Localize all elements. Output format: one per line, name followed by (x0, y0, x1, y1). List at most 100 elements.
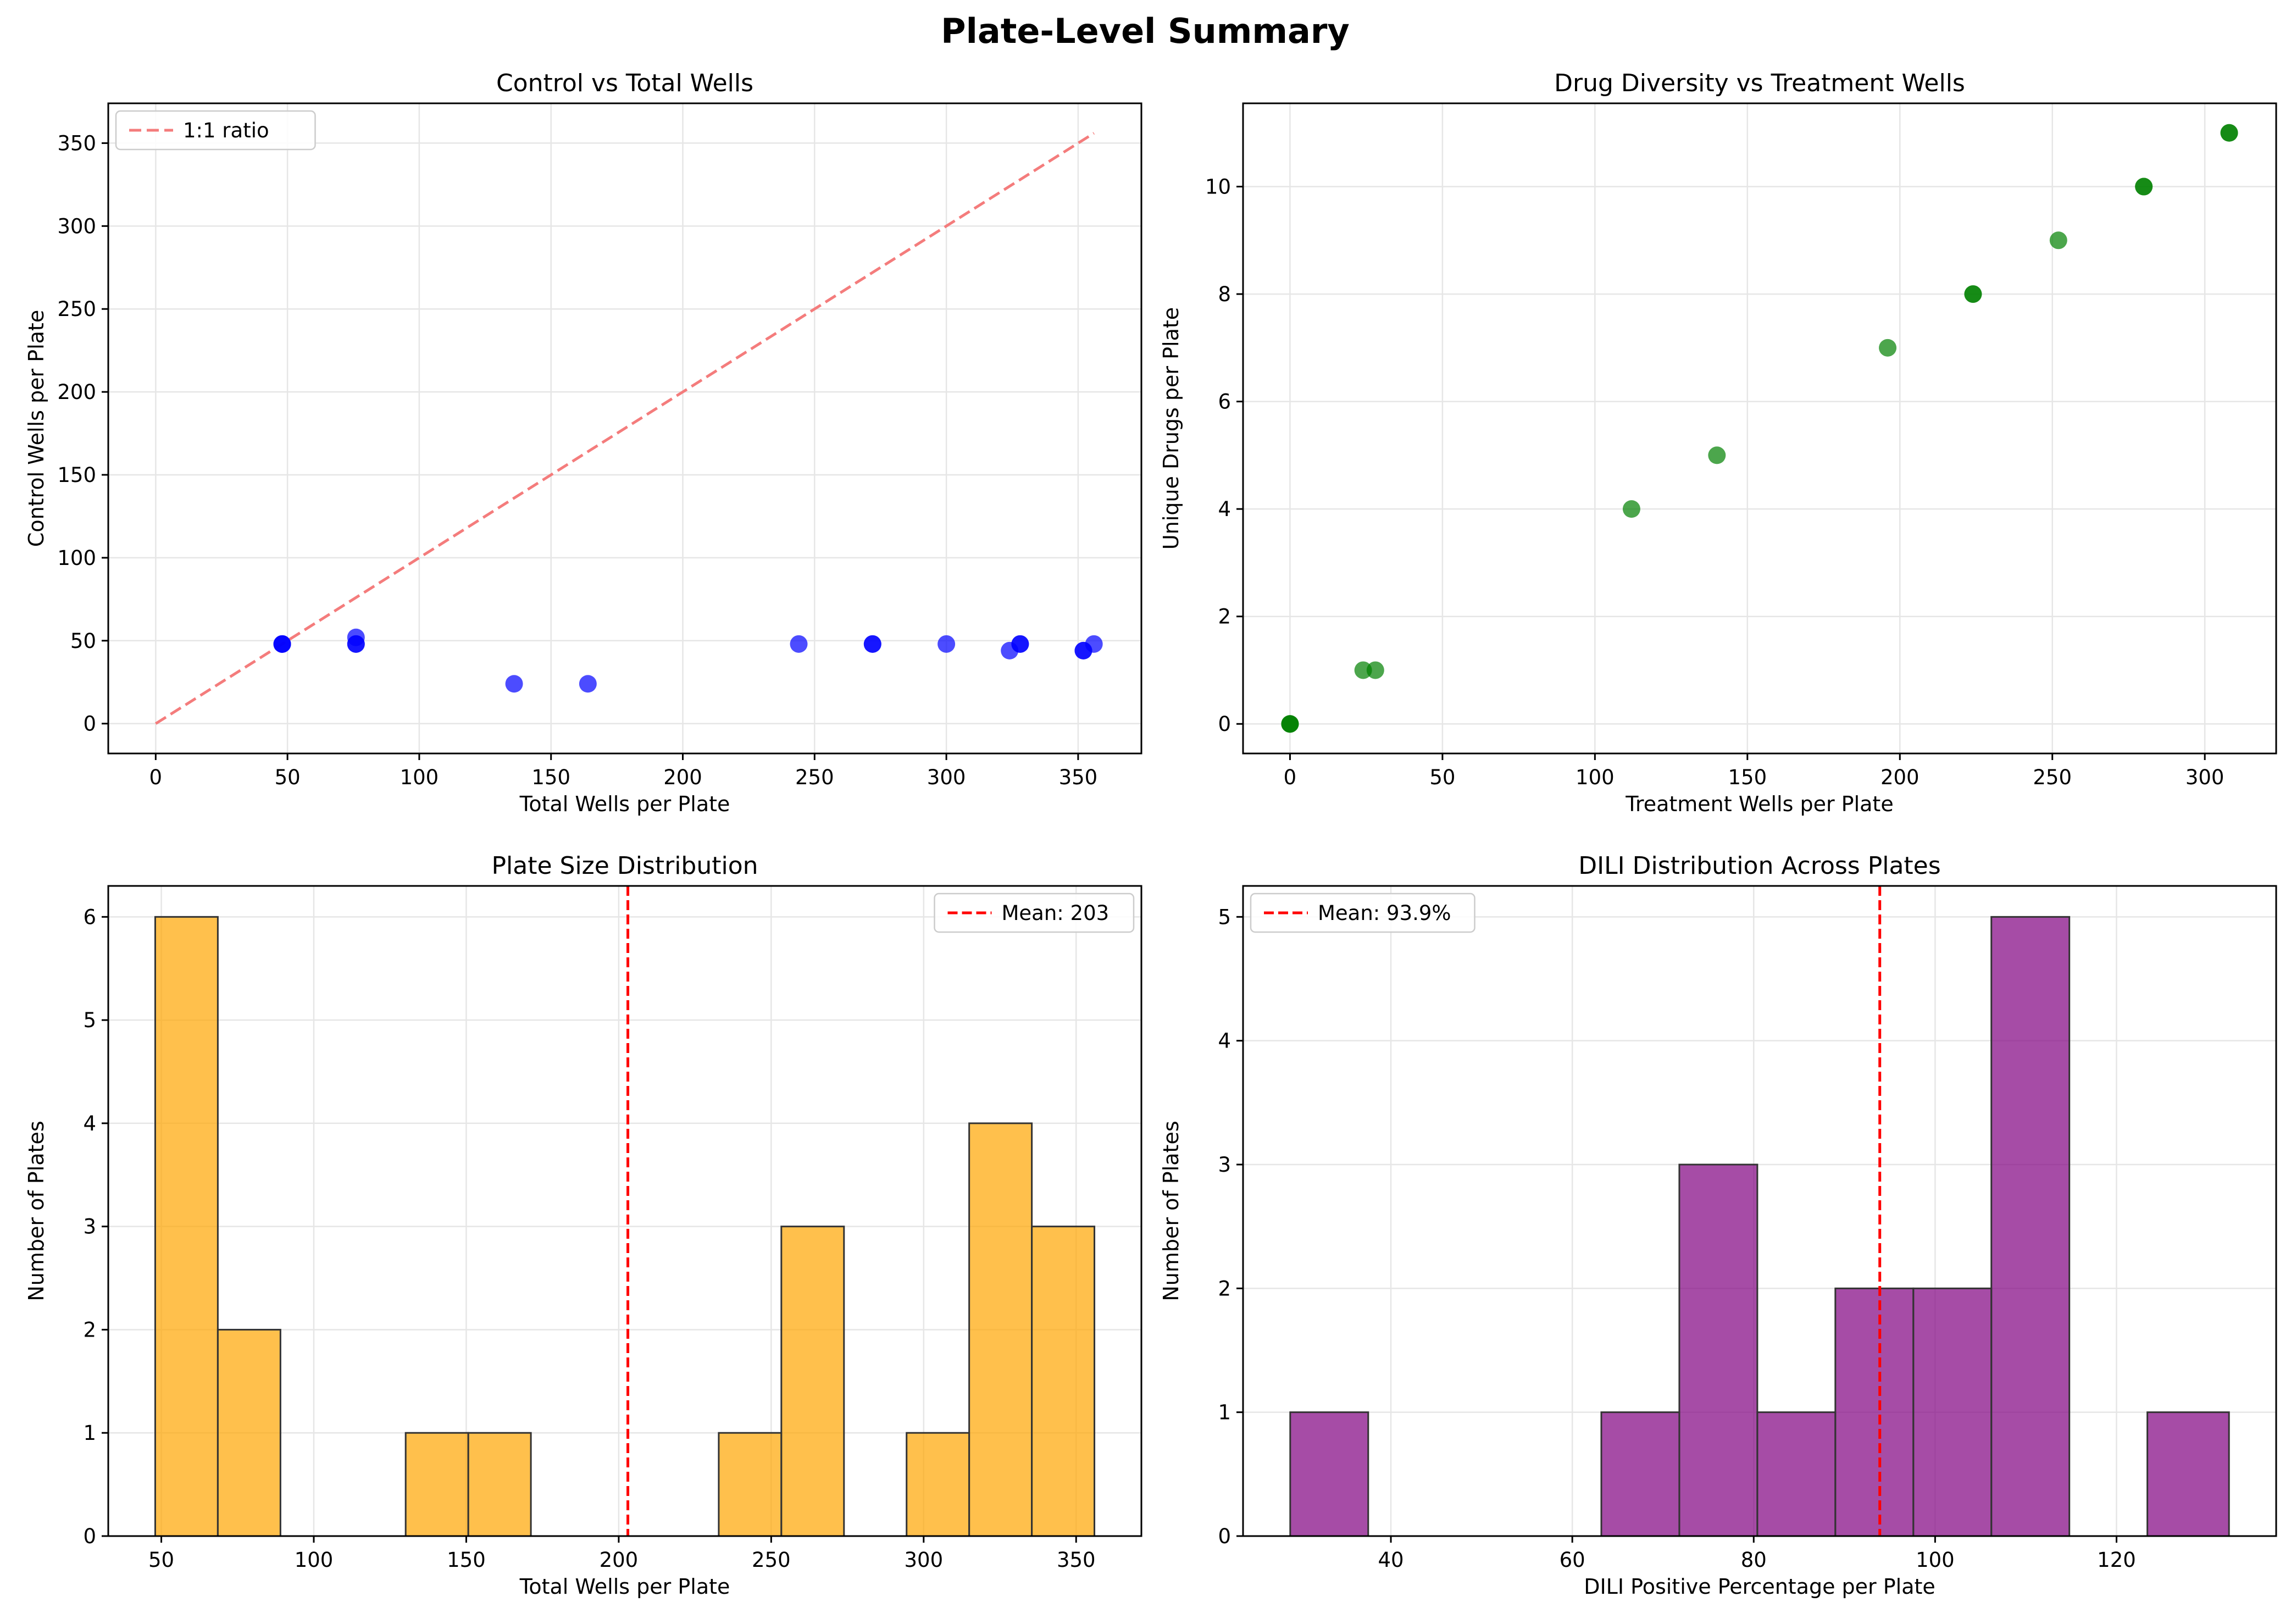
legend-box (934, 893, 1135, 933)
x-tick-label: 250 (2033, 766, 2072, 789)
x-tick-label: 50 (148, 1548, 174, 1572)
y-tick-label: 250 (57, 297, 96, 321)
y-axis-label: Control Wells per Plate (24, 310, 48, 547)
y-tick-label: 10 (1205, 175, 1231, 199)
x-tick-label: 0 (149, 766, 163, 789)
panel-dili-distribution: 40 60 80 100 120 0 1 2 3 4 5 DILI Distribution Acro… (1159, 852, 2277, 1599)
scatter-point (273, 635, 291, 653)
x-tick-label: 40 (1378, 1548, 1404, 1572)
x-axis-label: Total Wells per Plate (519, 1575, 730, 1599)
scatter-point (2135, 178, 2153, 196)
y-tick-label: 50 (70, 629, 96, 653)
scatter-point (1708, 446, 1726, 464)
legend: Mean: 203 (934, 893, 1135, 933)
ratio-line (154, 132, 1095, 725)
legend-label: 1:1 ratio (183, 119, 269, 142)
x-tick-label: 200 (1880, 766, 1920, 789)
histogram-bar (404, 1432, 469, 1537)
scatter-point (505, 675, 523, 693)
legend-box (1250, 893, 1475, 933)
x-tick-label: 120 (2097, 1548, 2136, 1572)
y-tick-label: 2 (83, 1318, 96, 1342)
y-tick-label: 3 (1218, 1153, 1231, 1177)
legend: 1:1 ratio (115, 110, 316, 151)
x-tick-label: 150 (531, 766, 570, 789)
scatter-point (2220, 124, 2238, 142)
y-tick-label: 5 (83, 1008, 96, 1032)
scatter-point (347, 635, 365, 653)
y-tick-label: 0 (1218, 1525, 1231, 1548)
x-tick-label: 50 (275, 766, 301, 789)
x-tick-label: 100 (400, 766, 439, 789)
scatter-point (1085, 635, 1103, 653)
scatter-point (1879, 339, 1897, 357)
histogram-bar (1756, 1411, 1837, 1537)
axes-frame (1242, 885, 2277, 1537)
x-tick-label: 80 (1741, 1548, 1767, 1572)
x-tick-label: 200 (600, 1548, 639, 1572)
panel-plate-size-distribution: 50 100 150 200 250 300 350 0 1 2 3 4 5 6 Plate Size Di… (24, 852, 1142, 1599)
y-axis-label: Number of Plates (24, 1121, 48, 1301)
x-tick-label: 350 (1059, 766, 1098, 789)
x-tick-label: 250 (795, 766, 834, 789)
scatter-point (1281, 715, 1299, 733)
legend: Mean: 93.9% (1250, 893, 1475, 933)
histogram-bar (467, 1432, 532, 1537)
y-tick-label: 350 (57, 131, 96, 155)
histogram-bar (1990, 916, 2071, 1537)
x-tick-label: 50 (1429, 766, 1455, 789)
scatter-point (1011, 635, 1029, 653)
legend-label: Mean: 93.9% (1318, 901, 1451, 925)
histogram-bar (906, 1432, 970, 1537)
scatter-point (1622, 500, 1640, 518)
scatter-point (1964, 285, 1982, 303)
figure-title: Plate-Level Summary (941, 11, 1350, 51)
y-tick-label: 0 (83, 712, 96, 736)
histogram-bar (1912, 1287, 1993, 1537)
scatter-point (1354, 661, 1372, 679)
axes-frame (107, 102, 1142, 755)
x-tick-label: 0 (1284, 766, 1297, 789)
y-tick-label: 4 (83, 1112, 96, 1135)
scatter-point (579, 675, 597, 693)
x-tick-label: 250 (752, 1548, 791, 1572)
x-tick-label: 350 (1057, 1548, 1096, 1572)
histogram-bar (718, 1432, 783, 1537)
scatter-point (2049, 231, 2067, 250)
histogram-bar (1600, 1411, 1680, 1537)
axes-title: Drug Diversity vs Treatment Wells (1554, 69, 1965, 97)
x-axis-label: DILI Positive Percentage per Plate (1584, 1575, 1935, 1599)
y-tick-label: 300 (57, 214, 96, 238)
y-tick-label: 3 (83, 1215, 96, 1239)
y-tick-label: 100 (57, 546, 96, 570)
plot-area (1243, 103, 2276, 753)
axes-title: DILI Distribution Across Plates (1578, 852, 1940, 880)
histogram-bar (217, 1328, 281, 1537)
legend-label: Mean: 203 (1002, 901, 1110, 925)
y-tick-label: 4 (1218, 1029, 1231, 1053)
x-tick-label: 200 (663, 766, 702, 789)
x-tick-label: 60 (1560, 1548, 1585, 1572)
scatter-point (938, 635, 956, 653)
y-tick-label: 200 (57, 380, 96, 404)
histogram-bar (1031, 1226, 1096, 1537)
histogram-bar (154, 916, 219, 1537)
histogram-bar (968, 1122, 1033, 1537)
x-tick-label: 300 (927, 766, 966, 789)
scatter-point (863, 635, 881, 653)
x-tick-label: 100 (295, 1548, 334, 1572)
y-tick-label: 4 (1218, 497, 1231, 521)
scatter-point (1366, 661, 1384, 679)
x-tick-label: 150 (447, 1548, 486, 1572)
histogram-bar (1678, 1163, 1759, 1537)
x-axis-label: Total Wells per Plate (519, 792, 730, 816)
y-tick-label: 0 (1218, 712, 1231, 736)
panel-drug-diversity: 0 50 100 150 200 250 300 0 2 4 6 8 10 Drug Diversity … (1159, 69, 2277, 816)
scatter-point (790, 635, 808, 653)
y-tick-label: 6 (1218, 390, 1231, 414)
axes-title: Control vs Total Wells (496, 69, 753, 97)
y-tick-label: 0 (83, 1525, 96, 1548)
x-tick-label: 300 (904, 1548, 943, 1572)
y-tick-label: 5 (1218, 905, 1231, 929)
